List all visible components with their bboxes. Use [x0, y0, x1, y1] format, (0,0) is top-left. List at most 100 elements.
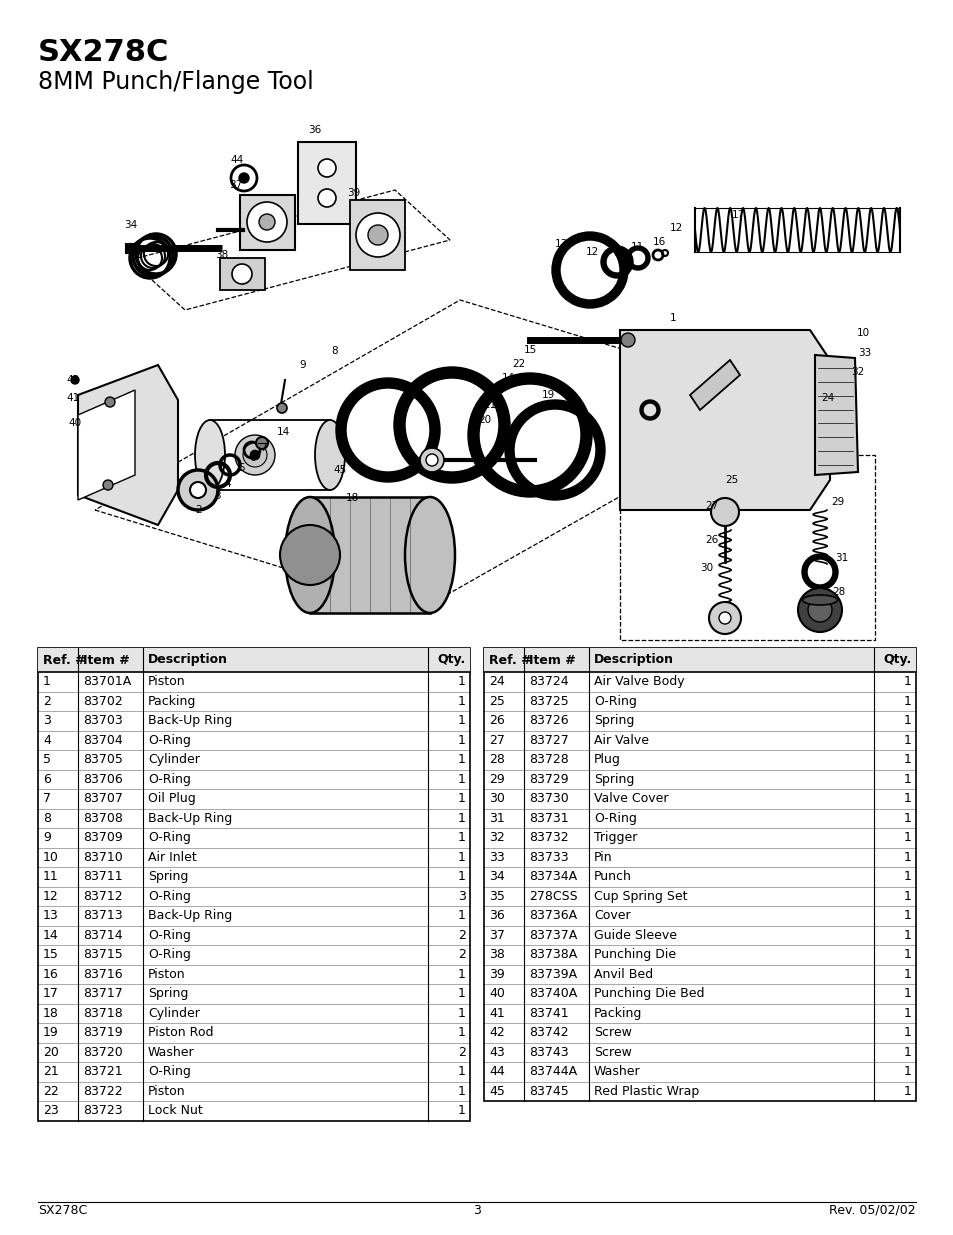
- Text: 24: 24: [821, 393, 834, 403]
- Text: 39: 39: [347, 188, 360, 198]
- Text: 83726: 83726: [529, 714, 568, 727]
- Text: 1: 1: [903, 987, 911, 1000]
- Text: 1: 1: [903, 889, 911, 903]
- Text: 83717: 83717: [83, 987, 123, 1000]
- Text: 1: 1: [457, 714, 465, 727]
- Text: 40: 40: [69, 417, 81, 429]
- Text: 8: 8: [332, 346, 338, 356]
- Text: 7: 7: [259, 443, 266, 453]
- Text: 37: 37: [229, 180, 242, 190]
- Bar: [483, 648, 915, 672]
- Text: Washer: Washer: [594, 1066, 640, 1078]
- Text: 35: 35: [125, 243, 138, 253]
- Circle shape: [317, 189, 335, 207]
- Text: Rev. 05/02/02: Rev. 05/02/02: [828, 1203, 915, 1216]
- Text: Ref. #: Ref. #: [489, 653, 531, 667]
- Text: 83739A: 83739A: [529, 968, 577, 981]
- Bar: [220, 258, 265, 290]
- Text: SX278C: SX278C: [38, 38, 170, 67]
- Text: 1: 1: [457, 792, 465, 805]
- Text: 36: 36: [489, 909, 504, 923]
- Text: 14: 14: [501, 373, 514, 383]
- Text: 5: 5: [238, 463, 245, 473]
- Text: 30: 30: [700, 563, 713, 573]
- Text: 83709: 83709: [83, 831, 123, 845]
- Text: 9: 9: [299, 359, 306, 370]
- Ellipse shape: [405, 496, 455, 613]
- Text: Cylinder: Cylinder: [148, 753, 200, 766]
- Text: 83731: 83731: [529, 811, 568, 825]
- Text: 15: 15: [613, 248, 626, 258]
- Text: 1: 1: [903, 968, 911, 981]
- Text: 83727: 83727: [529, 734, 568, 747]
- Bar: [38, 648, 470, 672]
- Text: Screw: Screw: [594, 1046, 631, 1058]
- Text: Air Inlet: Air Inlet: [148, 851, 196, 863]
- Text: Lock Nut: Lock Nut: [148, 1104, 203, 1118]
- Text: Spring: Spring: [594, 714, 634, 727]
- Circle shape: [232, 264, 252, 284]
- Text: 1: 1: [457, 676, 465, 688]
- Text: Valve Cover: Valve Cover: [594, 792, 668, 805]
- Text: 1: 1: [457, 695, 465, 708]
- Text: 83714: 83714: [83, 929, 123, 942]
- Text: Piston: Piston: [148, 968, 186, 981]
- Text: 13: 13: [554, 240, 567, 249]
- Ellipse shape: [194, 420, 225, 490]
- Text: 10: 10: [856, 329, 868, 338]
- Text: 1: 1: [903, 753, 911, 766]
- Text: 10: 10: [43, 851, 59, 863]
- Text: 19: 19: [540, 390, 554, 400]
- Text: 1: 1: [457, 1084, 465, 1098]
- Text: Piston Rod: Piston Rod: [148, 1026, 213, 1039]
- Text: O-Ring: O-Ring: [148, 773, 191, 785]
- Text: 83705: 83705: [83, 753, 123, 766]
- Text: 1: 1: [903, 676, 911, 688]
- Text: Anvil Bed: Anvil Bed: [594, 968, 653, 981]
- Text: 18: 18: [345, 493, 358, 503]
- Text: 45: 45: [489, 1084, 504, 1098]
- Text: Screw: Screw: [594, 1026, 631, 1039]
- Text: 38: 38: [215, 249, 229, 261]
- Text: 1: 1: [903, 1046, 911, 1058]
- Text: 12: 12: [585, 247, 598, 257]
- Text: 37: 37: [489, 929, 504, 942]
- Text: 2: 2: [195, 505, 202, 515]
- Polygon shape: [814, 354, 857, 475]
- Text: Qty.: Qty.: [882, 653, 911, 667]
- Text: O-Ring: O-Ring: [148, 889, 191, 903]
- Text: 19: 19: [43, 1026, 59, 1039]
- Circle shape: [231, 165, 256, 191]
- Text: Back-Up Ring: Back-Up Ring: [148, 909, 232, 923]
- Text: Air Valve: Air Valve: [594, 734, 648, 747]
- Text: 21: 21: [43, 1066, 59, 1078]
- Text: 83704: 83704: [83, 734, 123, 747]
- Text: 1: 1: [903, 695, 911, 708]
- Text: 83702: 83702: [83, 695, 123, 708]
- Circle shape: [419, 448, 443, 472]
- Text: 9: 9: [43, 831, 51, 845]
- Text: 20: 20: [478, 415, 491, 425]
- Circle shape: [280, 525, 339, 585]
- Text: 83728: 83728: [529, 753, 568, 766]
- Text: 38: 38: [489, 948, 504, 961]
- Text: 83734A: 83734A: [529, 871, 577, 883]
- Text: 1: 1: [903, 831, 911, 845]
- Text: 31: 31: [489, 811, 504, 825]
- Circle shape: [719, 613, 730, 624]
- Circle shape: [247, 203, 287, 242]
- Text: Plug: Plug: [594, 753, 620, 766]
- Text: 83711: 83711: [83, 871, 123, 883]
- Text: 83715: 83715: [83, 948, 123, 961]
- Text: O-Ring: O-Ring: [148, 929, 191, 942]
- Text: 27: 27: [704, 501, 718, 511]
- Ellipse shape: [285, 496, 335, 613]
- Circle shape: [317, 159, 335, 177]
- Text: 83741: 83741: [529, 1007, 568, 1020]
- Text: 83742: 83742: [529, 1026, 568, 1039]
- Text: Piston: Piston: [148, 1084, 186, 1098]
- Text: 6: 6: [43, 773, 51, 785]
- Text: 4: 4: [43, 734, 51, 747]
- Text: 24: 24: [489, 676, 504, 688]
- Circle shape: [807, 598, 831, 622]
